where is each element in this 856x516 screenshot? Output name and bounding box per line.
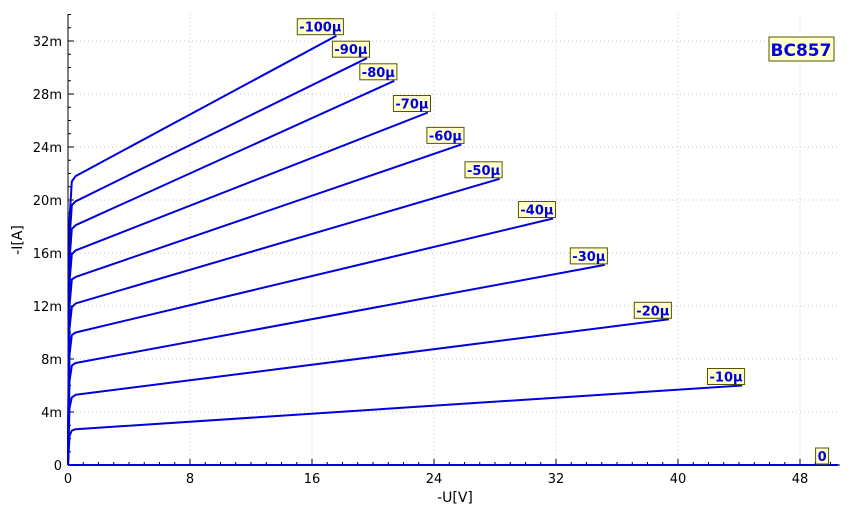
y-tick-label: 0 <box>54 459 62 474</box>
series-label: -10µ <box>707 368 746 386</box>
series-line <box>67 177 500 466</box>
y-tick-label: 32m <box>33 35 62 50</box>
series-label-box <box>426 126 465 144</box>
y-tick-label: 24m <box>33 141 62 156</box>
series-label-box <box>392 95 431 112</box>
series-label: -50µ <box>464 161 503 179</box>
chart-title: BC857 <box>771 41 832 61</box>
series-label-text: -100µ <box>299 21 342 36</box>
series-label-box <box>633 301 672 319</box>
series-label: -80µ <box>359 63 398 81</box>
series-label-text: -40µ <box>520 204 553 219</box>
series-label: -90µ <box>331 40 370 58</box>
x-tick-label: 0 <box>64 472 72 487</box>
series-label-box <box>707 368 746 385</box>
x-tick-label: 32 <box>548 472 565 487</box>
chart-title-frame <box>768 36 835 62</box>
series-label: -100µ <box>296 18 344 36</box>
series-line <box>67 79 395 466</box>
series-line <box>67 384 743 466</box>
y-tick-label: 8m <box>41 353 62 368</box>
series-label-text: -70µ <box>395 98 428 113</box>
y-tick-label: 16m <box>33 247 62 262</box>
y-axis-label: -I[A] <box>10 225 26 255</box>
series-lines <box>67 34 839 466</box>
series-label-box <box>359 63 398 81</box>
series-label-box <box>815 447 830 465</box>
y-tick-label: 12m <box>33 300 62 315</box>
series-line <box>67 34 337 466</box>
series-label: -60µ <box>426 126 465 144</box>
x-tick-label: 48 <box>792 472 809 487</box>
series-label: 0 <box>815 447 830 465</box>
series-line <box>67 318 670 466</box>
series-label: -70µ <box>392 95 431 113</box>
y-tick-label: 20m <box>33 194 62 209</box>
chart-title-box: BC857 <box>768 36 835 62</box>
x-tick-label: 8 <box>186 472 194 487</box>
series-label-text: 0 <box>818 450 827 465</box>
series-label: -20µ <box>633 301 672 319</box>
series-label-text: -10µ <box>710 371 743 386</box>
series-label-box <box>517 201 557 218</box>
series-label-box <box>296 18 344 36</box>
x-tick-label: 40 <box>670 472 687 487</box>
x-axis-label: -U[V] <box>437 490 473 506</box>
series-label: -40µ <box>517 201 557 219</box>
series-label-text: -20µ <box>636 304 669 319</box>
series-label-text: -30µ <box>572 250 605 265</box>
y-tick-label: 28m <box>33 88 62 103</box>
series-label-box <box>464 161 503 179</box>
series-label-text: -80µ <box>362 66 395 81</box>
series-line <box>67 263 605 466</box>
y-tick-label: 4m <box>41 406 62 421</box>
series-labels: -100µ -90µ -80µ -70µ -60µ -50µ -40µ -30µ -20µ -10… <box>296 18 830 465</box>
series-label-text: -50µ <box>467 164 500 179</box>
series-label-text: -90µ <box>334 43 367 58</box>
series-label-text: -60µ <box>429 129 462 144</box>
series-label-box <box>569 247 608 265</box>
x-tick-label: 24 <box>426 472 443 487</box>
grid <box>68 14 840 465</box>
x-tick-label: 16 <box>304 472 321 487</box>
series-label-box <box>331 40 370 58</box>
series-label: -30µ <box>569 247 608 265</box>
